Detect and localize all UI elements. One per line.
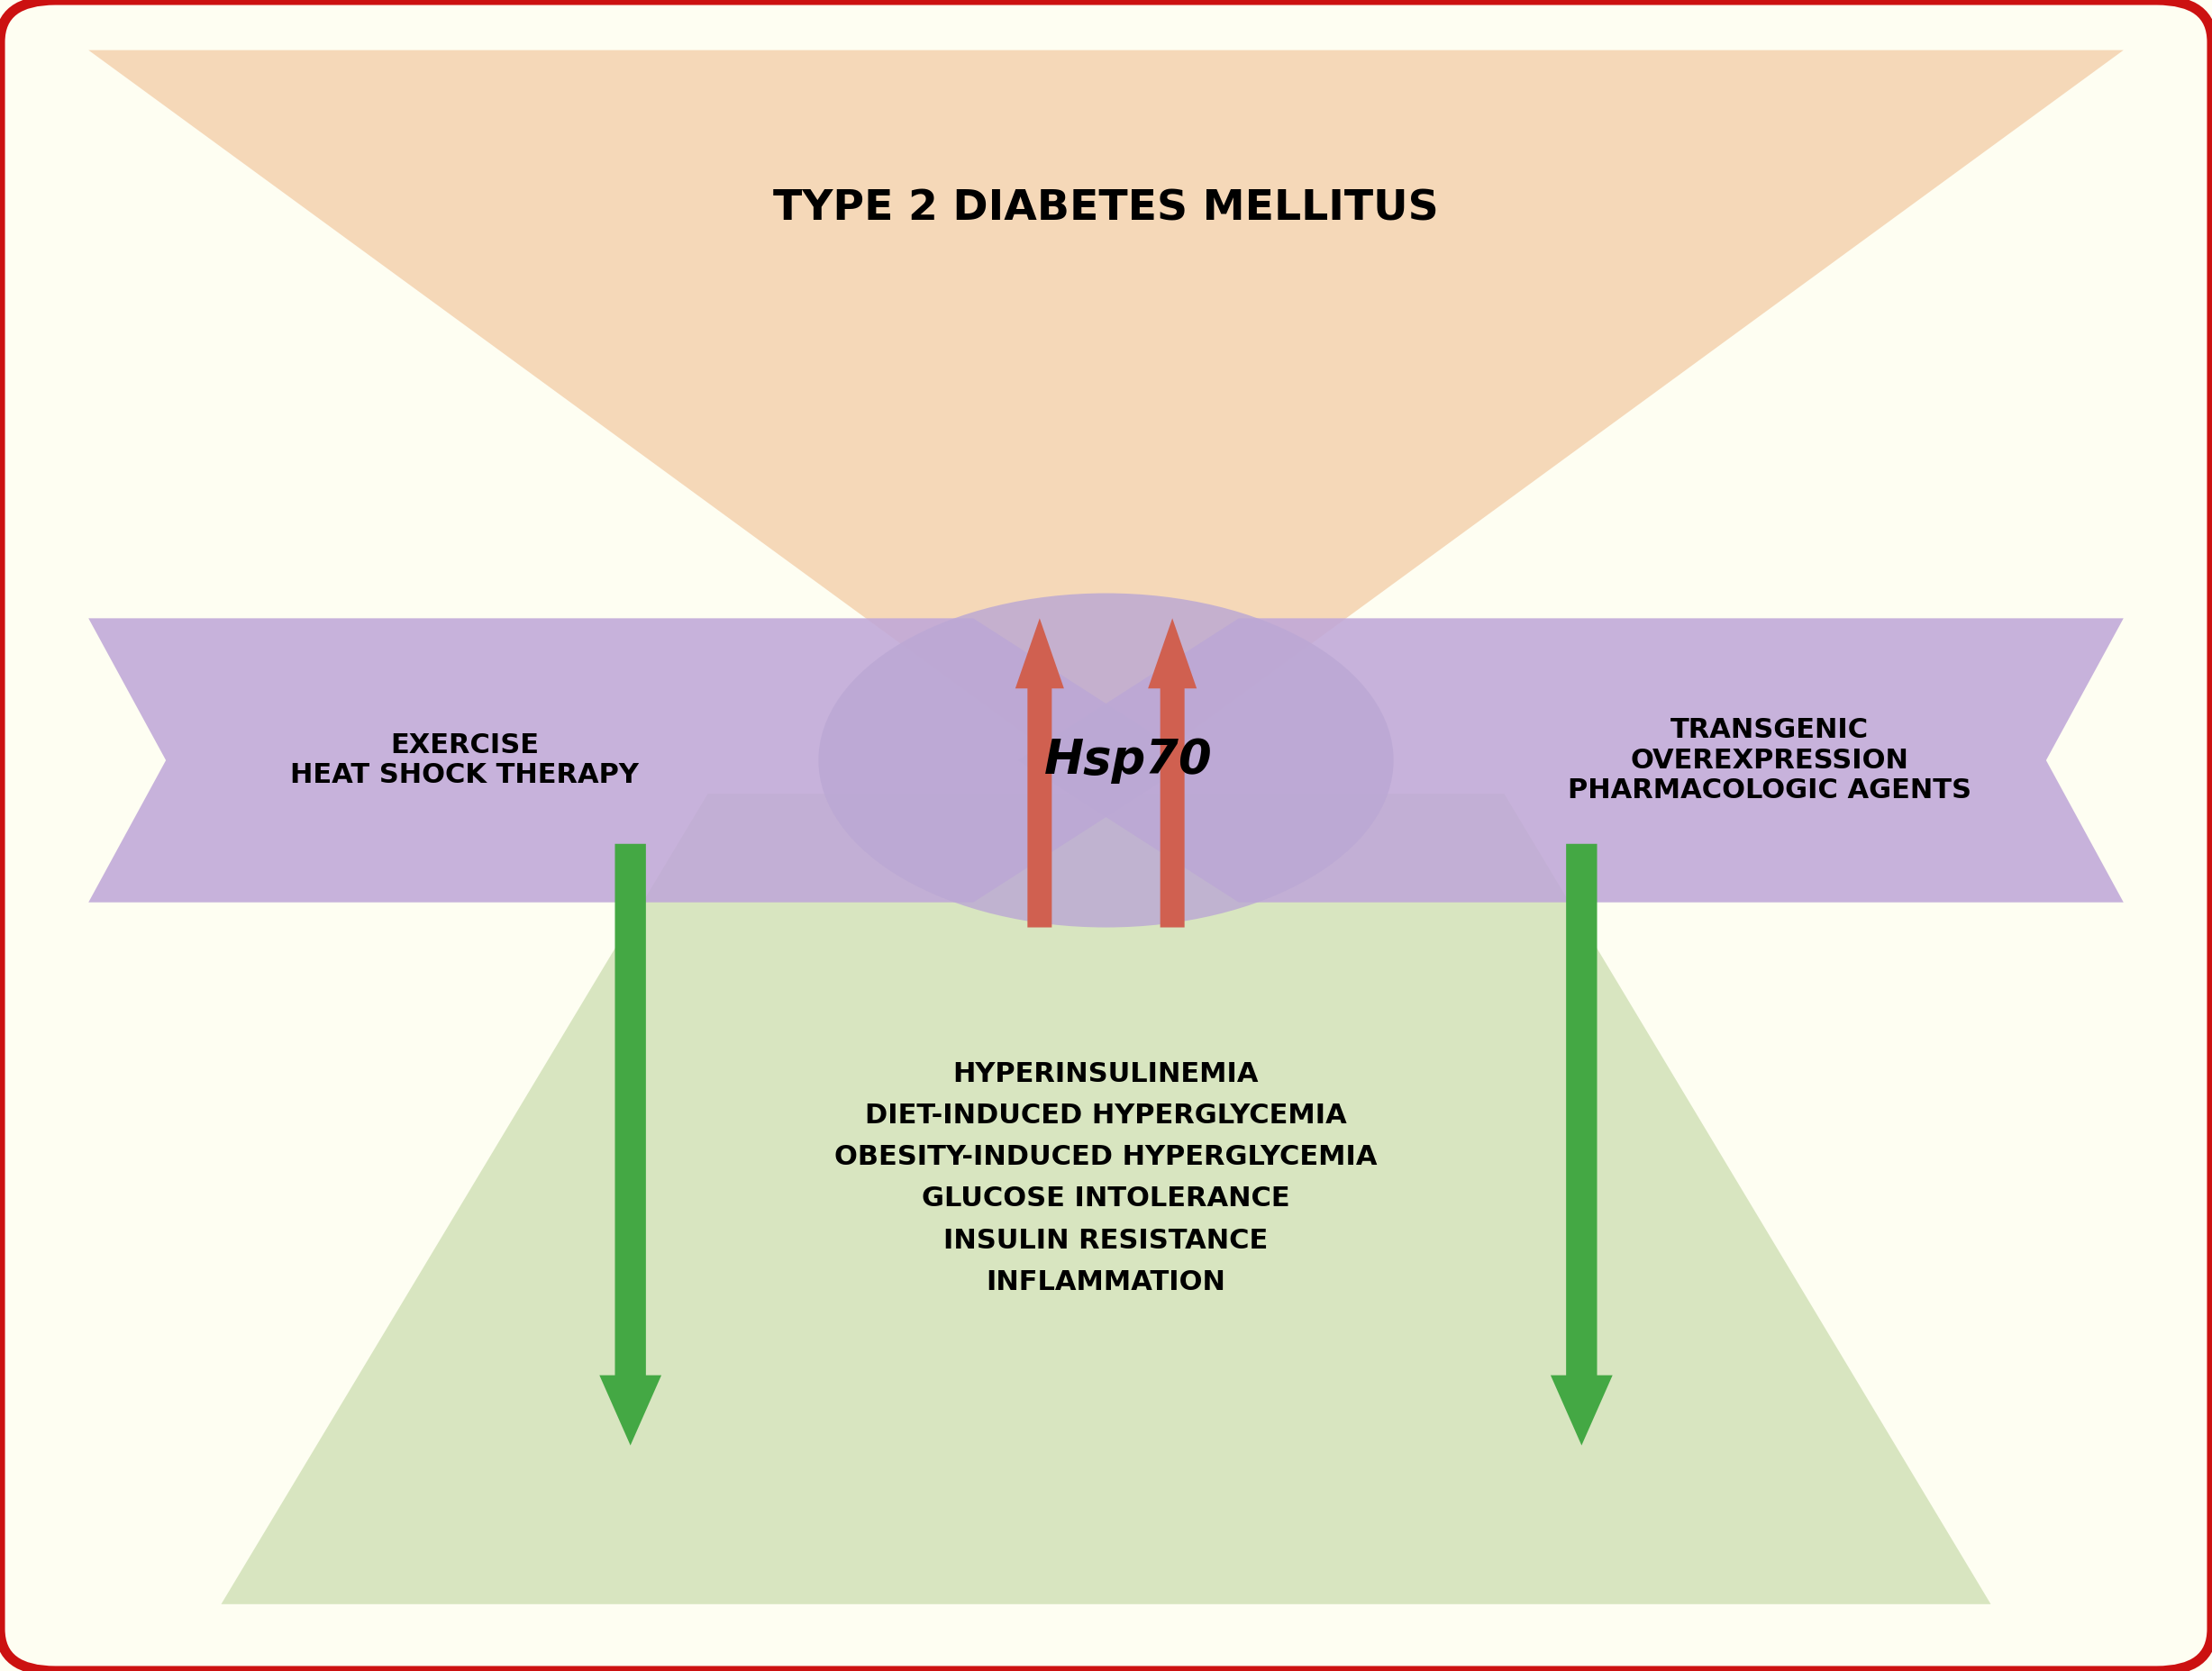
FancyArrow shape — [1148, 618, 1197, 927]
Text: TRANSGENIC
OVEREXPRESSION
PHARMACOLOGIC AGENTS: TRANSGENIC OVEREXPRESSION PHARMACOLOGIC … — [1568, 717, 1971, 804]
FancyArrow shape — [599, 844, 661, 1445]
Text: HYPERINSULINEMIA
DIET-INDUCED HYPERGLYCEMIA
OBESITY-INDUCED HYPERGLYCEMIA
GLUCOS: HYPERINSULINEMIA DIET-INDUCED HYPERGLYCE… — [834, 1061, 1378, 1295]
FancyArrow shape — [1551, 844, 1613, 1445]
FancyArrow shape — [1015, 618, 1064, 927]
Text: Hsp70: Hsp70 — [1044, 737, 1212, 784]
Text: TYPE 2 DIABETES MELLITUS: TYPE 2 DIABETES MELLITUS — [774, 189, 1438, 229]
Ellipse shape — [818, 593, 1394, 927]
Text: EXERCISE
HEAT SHOCK THERAPY: EXERCISE HEAT SHOCK THERAPY — [290, 732, 639, 789]
Polygon shape — [88, 618, 1194, 902]
Polygon shape — [221, 794, 1991, 1604]
Polygon shape — [1018, 618, 2124, 902]
Polygon shape — [88, 50, 2124, 794]
